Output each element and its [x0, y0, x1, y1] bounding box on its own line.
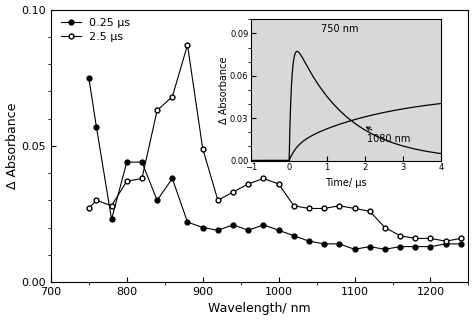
- 0.25 μs: [443, 242, 448, 246]
- 0.25 μs: [109, 217, 114, 221]
- 0.25 μs: [321, 242, 327, 246]
- 2.5 μs: [321, 206, 327, 210]
- X-axis label: Wavelength/ nm: Wavelength/ nm: [208, 302, 311, 316]
- 2.5 μs: [412, 237, 418, 240]
- 2.5 μs: [230, 190, 236, 194]
- X-axis label: Time/ μs: Time/ μs: [325, 178, 367, 188]
- 2.5 μs: [458, 237, 464, 240]
- 0.25 μs: [215, 228, 221, 232]
- 0.25 μs: [367, 245, 373, 248]
- 2.5 μs: [109, 204, 114, 208]
- 2.5 μs: [124, 179, 129, 183]
- 0.25 μs: [458, 242, 464, 246]
- 0.25 μs: [306, 239, 312, 243]
- Line: 0.25 μs: 0.25 μs: [86, 75, 463, 252]
- Legend: 0.25 μs, 2.5 μs: 0.25 μs, 2.5 μs: [61, 18, 130, 42]
- 2.5 μs: [261, 177, 266, 180]
- Line: 2.5 μs: 2.5 μs: [86, 43, 463, 244]
- 2.5 μs: [337, 204, 342, 208]
- 2.5 μs: [443, 239, 448, 243]
- 2.5 μs: [215, 198, 221, 202]
- 2.5 μs: [428, 237, 433, 240]
- 2.5 μs: [200, 147, 206, 151]
- Text: 1080 nm: 1080 nm: [366, 127, 410, 144]
- 2.5 μs: [367, 209, 373, 213]
- 0.25 μs: [352, 247, 357, 251]
- 0.25 μs: [397, 245, 403, 248]
- 0.25 μs: [185, 220, 191, 224]
- 0.25 μs: [246, 228, 251, 232]
- 0.25 μs: [154, 198, 160, 202]
- 2.5 μs: [291, 204, 297, 208]
- 2.5 μs: [86, 206, 91, 210]
- 0.25 μs: [86, 76, 91, 80]
- 0.25 μs: [200, 226, 206, 230]
- 2.5 μs: [382, 226, 388, 230]
- 2.5 μs: [170, 95, 175, 99]
- Y-axis label: Δ Absorbance: Δ Absorbance: [219, 56, 228, 124]
- Y-axis label: Δ Absorbance: Δ Absorbance: [6, 103, 18, 189]
- 2.5 μs: [397, 234, 403, 238]
- 0.25 μs: [261, 223, 266, 227]
- 2.5 μs: [246, 182, 251, 186]
- 0.25 μs: [382, 247, 388, 251]
- 2.5 μs: [185, 43, 191, 47]
- 0.25 μs: [337, 242, 342, 246]
- 0.25 μs: [276, 228, 282, 232]
- Text: 750 nm: 750 nm: [321, 24, 359, 34]
- 0.25 μs: [230, 223, 236, 227]
- 2.5 μs: [306, 206, 312, 210]
- 0.25 μs: [412, 245, 418, 248]
- 2.5 μs: [93, 198, 99, 202]
- 0.25 μs: [93, 125, 99, 129]
- 2.5 μs: [352, 206, 357, 210]
- 0.25 μs: [139, 160, 145, 164]
- 2.5 μs: [139, 177, 145, 180]
- 0.25 μs: [170, 177, 175, 180]
- 0.25 μs: [124, 160, 129, 164]
- 0.25 μs: [291, 234, 297, 238]
- 0.25 μs: [428, 245, 433, 248]
- 2.5 μs: [276, 182, 282, 186]
- 2.5 μs: [154, 108, 160, 112]
